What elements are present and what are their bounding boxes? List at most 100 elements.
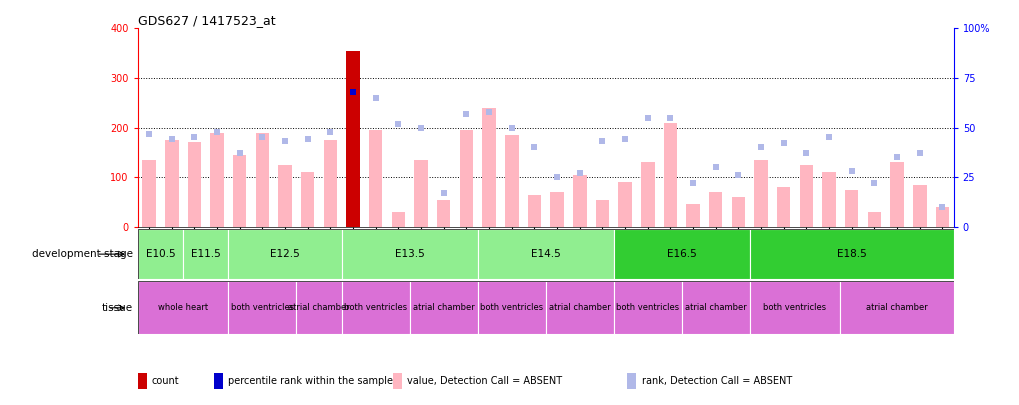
Bar xyxy=(934,207,949,227)
Bar xyxy=(731,197,745,227)
Bar xyxy=(323,140,337,227)
Text: whole heart: whole heart xyxy=(158,303,208,312)
Bar xyxy=(165,140,178,227)
Point xyxy=(865,180,881,186)
Bar xyxy=(228,281,297,334)
Point xyxy=(480,109,496,115)
Bar xyxy=(138,281,228,334)
Point xyxy=(231,150,248,157)
Bar xyxy=(527,194,541,227)
Bar xyxy=(821,172,835,227)
Bar xyxy=(477,281,545,334)
Text: E16.5: E16.5 xyxy=(666,249,696,259)
Point xyxy=(820,134,837,141)
Text: both ventricles: both ventricles xyxy=(615,303,679,312)
Bar xyxy=(477,229,613,279)
Text: atrial chamber: atrial chamber xyxy=(413,303,474,312)
Point xyxy=(300,136,316,143)
Bar xyxy=(776,187,790,227)
Bar xyxy=(341,229,477,279)
Point xyxy=(526,144,542,151)
Bar xyxy=(256,132,269,227)
Bar xyxy=(345,51,360,227)
Bar xyxy=(708,192,721,227)
Text: rank, Detection Call = ABSENT: rank, Detection Call = ABSENT xyxy=(641,376,791,386)
Bar xyxy=(210,132,223,227)
Bar xyxy=(436,200,450,227)
Bar xyxy=(504,135,518,227)
Bar xyxy=(278,165,291,227)
Text: both ventricles: both ventricles xyxy=(343,303,407,312)
Point xyxy=(254,134,270,141)
Point xyxy=(661,114,678,121)
Bar xyxy=(232,155,247,227)
Bar xyxy=(890,162,903,227)
Point xyxy=(458,111,474,117)
Bar xyxy=(369,130,382,227)
Point xyxy=(209,128,225,135)
Text: tissue: tissue xyxy=(101,303,132,313)
Bar xyxy=(912,185,925,227)
Bar xyxy=(640,162,654,227)
Bar xyxy=(549,192,564,227)
Point xyxy=(276,138,292,145)
Bar xyxy=(613,229,749,279)
Point xyxy=(639,114,655,121)
Point xyxy=(730,172,746,179)
Bar xyxy=(414,160,427,227)
Text: atrial chamber: atrial chamber xyxy=(548,303,610,312)
Bar xyxy=(138,229,182,279)
Text: E12.5: E12.5 xyxy=(270,249,300,259)
Text: value, Detection Call = ABSENT: value, Detection Call = ABSENT xyxy=(407,376,561,386)
Bar xyxy=(663,123,677,227)
Point xyxy=(413,124,429,131)
Point xyxy=(141,130,157,137)
Bar xyxy=(749,281,840,334)
Point xyxy=(707,164,723,171)
Point xyxy=(752,144,768,151)
Text: both ventricles: both ventricles xyxy=(763,303,825,312)
Point xyxy=(367,95,383,101)
Bar xyxy=(595,200,608,227)
Point xyxy=(911,150,927,157)
Point xyxy=(435,190,451,196)
Bar xyxy=(686,205,699,227)
Bar xyxy=(410,281,477,334)
Text: atrial chamber: atrial chamber xyxy=(288,303,350,312)
Bar xyxy=(613,281,681,334)
Bar xyxy=(681,281,749,334)
Point xyxy=(163,136,179,143)
Bar xyxy=(867,212,880,227)
Bar xyxy=(844,190,858,227)
Point xyxy=(571,170,587,177)
Bar xyxy=(749,229,953,279)
Point xyxy=(594,138,610,145)
Bar xyxy=(799,165,812,227)
Point xyxy=(616,136,633,143)
Bar xyxy=(187,143,201,227)
Text: both ventricles: both ventricles xyxy=(230,303,293,312)
Text: atrial chamber: atrial chamber xyxy=(684,303,746,312)
Bar xyxy=(301,172,314,227)
Text: E11.5: E11.5 xyxy=(191,249,220,259)
Text: E14.5: E14.5 xyxy=(530,249,560,259)
Point xyxy=(390,120,407,127)
Bar xyxy=(297,281,341,334)
Bar xyxy=(573,175,586,227)
Bar xyxy=(753,160,767,227)
Point xyxy=(888,154,904,160)
Bar xyxy=(840,281,953,334)
Text: count: count xyxy=(152,376,179,386)
Point xyxy=(344,89,361,95)
Text: GDS627 / 1417523_at: GDS627 / 1417523_at xyxy=(138,14,275,27)
Bar xyxy=(341,281,410,334)
Text: both ventricles: both ventricles xyxy=(480,303,543,312)
Text: development stage: development stage xyxy=(32,249,132,259)
Point xyxy=(843,168,859,175)
Point xyxy=(774,140,791,147)
Point xyxy=(503,124,520,131)
Bar xyxy=(142,160,156,227)
Point xyxy=(186,134,203,141)
Point xyxy=(933,204,950,210)
Text: E18.5: E18.5 xyxy=(836,249,866,259)
